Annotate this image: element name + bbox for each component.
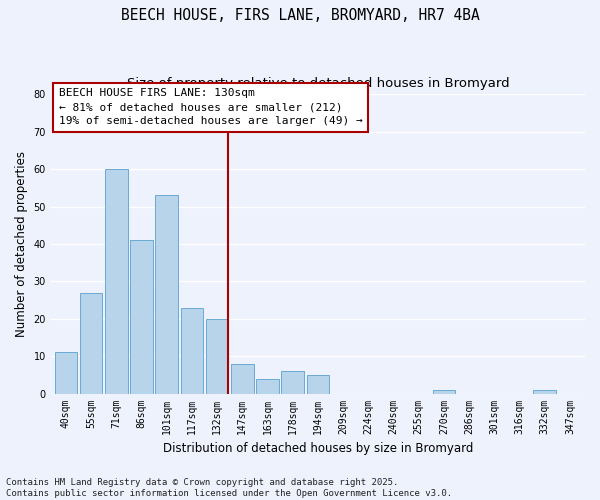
Title: Size of property relative to detached houses in Bromyard: Size of property relative to detached ho… <box>127 78 509 90</box>
Bar <box>231 364 254 394</box>
Bar <box>181 308 203 394</box>
Bar <box>206 319 229 394</box>
Bar <box>55 352 77 394</box>
Bar <box>433 390 455 394</box>
Text: Contains HM Land Registry data © Crown copyright and database right 2025.
Contai: Contains HM Land Registry data © Crown c… <box>6 478 452 498</box>
Bar <box>105 169 128 394</box>
Bar <box>307 375 329 394</box>
Bar <box>533 390 556 394</box>
Text: BEECH HOUSE, FIRS LANE, BROMYARD, HR7 4BA: BEECH HOUSE, FIRS LANE, BROMYARD, HR7 4B… <box>121 8 479 22</box>
Bar <box>80 292 103 394</box>
Bar <box>130 240 153 394</box>
X-axis label: Distribution of detached houses by size in Bromyard: Distribution of detached houses by size … <box>163 442 473 455</box>
Y-axis label: Number of detached properties: Number of detached properties <box>15 151 28 337</box>
Bar <box>155 196 178 394</box>
Text: BEECH HOUSE FIRS LANE: 130sqm
← 81% of detached houses are smaller (212)
19% of : BEECH HOUSE FIRS LANE: 130sqm ← 81% of d… <box>59 88 362 126</box>
Bar <box>256 378 279 394</box>
Bar <box>281 371 304 394</box>
